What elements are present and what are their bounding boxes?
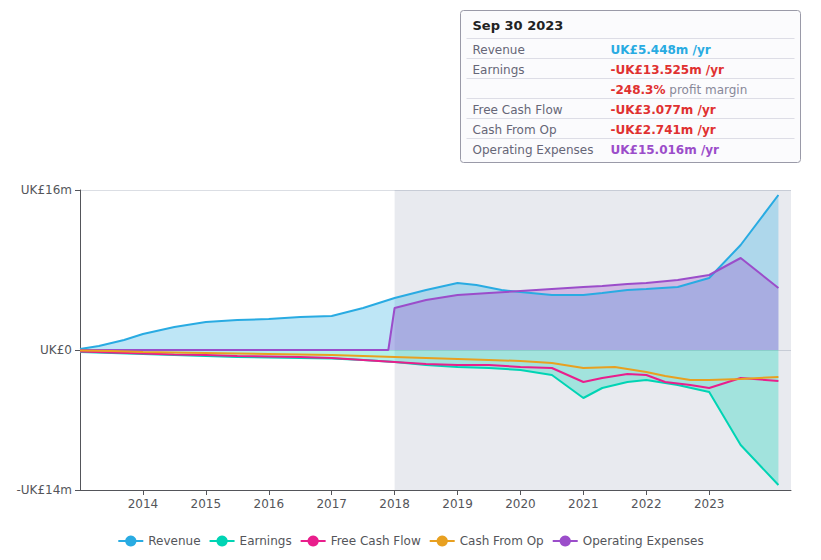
svg-text:profit margin: profit margin	[665, 83, 747, 97]
svg-text:Revenue: Revenue	[473, 43, 525, 57]
svg-text:Free Cash Flow: Free Cash Flow	[473, 103, 563, 117]
svg-text:UK£15.016m /yr: UK£15.016m /yr	[611, 143, 720, 157]
svg-text:Earnings: Earnings	[240, 534, 292, 548]
svg-text:2020: 2020	[505, 497, 536, 511]
svg-text:2018: 2018	[379, 497, 410, 511]
svg-text:UK£5.448m /yr: UK£5.448m /yr	[611, 43, 711, 57]
svg-text:Cash From Op: Cash From Op	[460, 534, 544, 548]
svg-text:Cash From Op: Cash From Op	[473, 123, 557, 137]
svg-text:2014: 2014	[128, 497, 159, 511]
svg-text:-248.3%: -248.3%	[611, 83, 666, 97]
svg-text:-UK£14m: -UK£14m	[16, 483, 72, 497]
svg-text:-UK£2.741m /yr: -UK£2.741m /yr	[611, 123, 716, 137]
svg-text:2023: 2023	[694, 497, 725, 511]
svg-text:Revenue: Revenue	[148, 534, 200, 548]
svg-text:-UK£3.077m /yr: -UK£3.077m /yr	[611, 103, 716, 117]
svg-text:2019: 2019	[442, 497, 473, 511]
svg-text:2017: 2017	[316, 497, 347, 511]
svg-text:2016: 2016	[253, 497, 284, 511]
svg-text:Free Cash Flow: Free Cash Flow	[331, 534, 421, 548]
svg-text:2015: 2015	[191, 497, 222, 511]
svg-text:Sep 30 2023: Sep 30 2023	[473, 18, 564, 33]
svg-text:UK£16m: UK£16m	[21, 183, 72, 197]
svg-text:2021: 2021	[568, 497, 599, 511]
svg-text:2022: 2022	[631, 497, 662, 511]
svg-text:Operating Expenses: Operating Expenses	[583, 534, 704, 548]
svg-text:Earnings: Earnings	[473, 63, 525, 77]
svg-text:-UK£13.525m /yr: -UK£13.525m /yr	[611, 63, 725, 77]
svg-text:Operating Expenses: Operating Expenses	[473, 143, 594, 157]
svg-text:UK£0: UK£0	[40, 343, 72, 357]
